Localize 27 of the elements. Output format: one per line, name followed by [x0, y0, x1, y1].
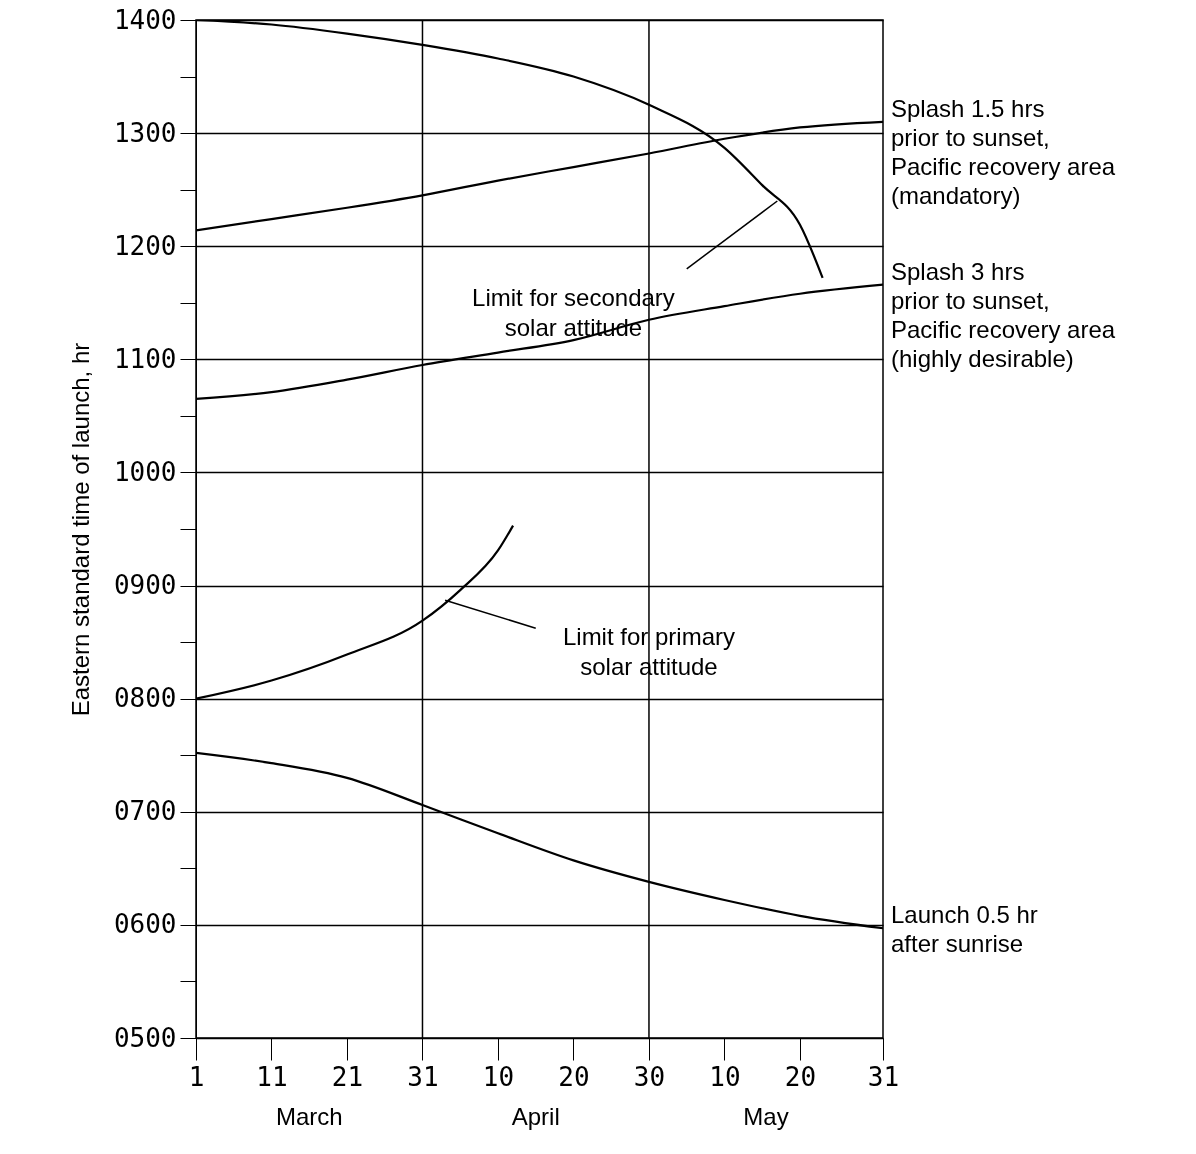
- x-tick-label: 31: [407, 1061, 439, 1092]
- text: March: [275, 1103, 343, 1130]
- x-tick-label: 20: [784, 1061, 817, 1092]
- x-tick-label: 31: [867, 1061, 900, 1092]
- y-tick-label: 1200: [113, 230, 177, 261]
- x-tick-label: 21: [331, 1061, 364, 1092]
- series-label: Splash 3 hrs prior to sunset, Pacific recovery area (highly desirable): [891, 257, 1116, 372]
- x-tick-label: 20: [558, 1061, 590, 1092]
- text: May: [743, 1103, 789, 1130]
- series-label: Launch 0.5 hr after sunrise: [891, 901, 1038, 958]
- y-tick-label: 1100: [113, 343, 177, 374]
- x-tick-label: 1: [188, 1061, 205, 1092]
- y-tick-label: 0900: [113, 570, 177, 601]
- y-tick-label: 0800: [113, 683, 177, 714]
- x-tick-label: 11: [256, 1061, 288, 1092]
- y-tick-label: 1000: [113, 456, 177, 487]
- y-tick-label: 1300: [113, 117, 177, 148]
- y-tick-label: 0600: [113, 909, 177, 940]
- y-tick-label: 0500: [113, 1022, 177, 1053]
- y-tick-label: 0700: [113, 796, 177, 827]
- x-tick-label: 10: [482, 1061, 515, 1092]
- series-label: Splash 1.5 hrs prior to sunset, Pacific recovery area (mandatory): [891, 94, 1116, 209]
- x-tick-label: 30: [633, 1061, 666, 1092]
- y-axis-title: Eastern standard time of launch, hr: [66, 342, 94, 717]
- x-tick-label: 10: [709, 1061, 741, 1092]
- y-tick-label: 1400: [113, 4, 177, 35]
- text: April: [511, 1103, 560, 1130]
